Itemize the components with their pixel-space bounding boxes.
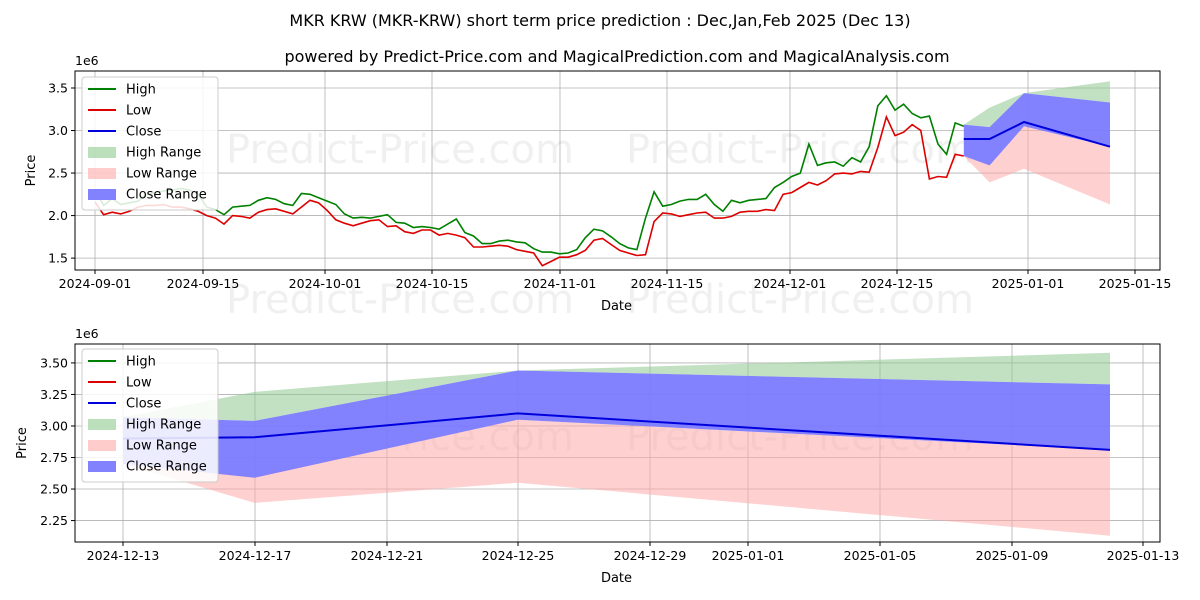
x-tick-label: 2024-12-13 bbox=[87, 548, 160, 563]
x-tick-label: 2025-01-13 bbox=[1107, 548, 1180, 563]
top-plot: Predict-Price.com Predict-Price.com Predic… bbox=[24, 53, 1171, 323]
legend: High Low Close High Range Low Range Close Ran… bbox=[81, 348, 219, 483]
close-line bbox=[963, 120, 1111, 148]
y-tick-label: 2.5 bbox=[48, 166, 68, 181]
x-tick-label: 2025-01-15 bbox=[1099, 276, 1172, 291]
y-tick-label: 3.5 bbox=[48, 81, 68, 96]
x-tick-label: 2024-12-29 bbox=[614, 548, 687, 563]
plot-frame bbox=[74, 343, 1161, 543]
x-axis-label: Date bbox=[601, 571, 632, 586]
bottom-plot: Predict-Price.comPredict-Price.com2024-1… bbox=[15, 326, 1179, 586]
x-tick-label: 2024-12-01 bbox=[754, 276, 827, 291]
legend: High Low Close High Range Low Range Close Ran… bbox=[81, 76, 219, 211]
legend-label: High Range bbox=[126, 146, 201, 161]
legend-label: Close Range bbox=[126, 188, 207, 203]
x-tick-label: 2025-01-01 bbox=[712, 548, 785, 563]
x-tick-label: 2024-12-17 bbox=[219, 548, 292, 563]
y-tick-label: 3.25 bbox=[40, 387, 68, 402]
x-tick-label: 2024-12-25 bbox=[482, 548, 555, 563]
x-tick-label: 2025-01-09 bbox=[976, 548, 1049, 563]
x-tick-label: 2025-01-01 bbox=[992, 276, 1065, 291]
x-tick-label: 2024-12-21 bbox=[351, 548, 424, 563]
x-tick-label: 2024-10-15 bbox=[396, 276, 469, 291]
x-tick-label: 2024-10-01 bbox=[289, 276, 362, 291]
watermark-text: Predict-Price.com bbox=[226, 127, 574, 173]
y-axis-label: Price bbox=[24, 155, 39, 187]
y-tick-label: 1.5 bbox=[48, 251, 68, 266]
y-axis-multiplier: 1e6 bbox=[75, 326, 99, 341]
watermark-text: Predict-Price.com bbox=[226, 277, 574, 323]
legend-label: High bbox=[126, 355, 156, 370]
close-range-legend-swatch bbox=[88, 189, 116, 200]
y-tick-label: 2.50 bbox=[40, 482, 68, 497]
legend-label: Low bbox=[126, 104, 152, 119]
high-range-legend-swatch bbox=[88, 147, 116, 158]
y-tick-label: 3.50 bbox=[40, 355, 68, 370]
close-range-band bbox=[123, 370, 1110, 478]
y-tick-label: 3.0 bbox=[48, 123, 68, 138]
low-line bbox=[94, 114, 964, 267]
x-tick-label: 2024-09-01 bbox=[59, 276, 132, 291]
y-axis-multiplier: 1e6 bbox=[75, 53, 99, 68]
y-tick-label: 3.00 bbox=[40, 418, 68, 433]
high-line bbox=[94, 94, 965, 255]
high-range-band bbox=[963, 81, 1110, 128]
y-axis-label: Price bbox=[15, 427, 30, 459]
legend-label: Close Range bbox=[126, 460, 207, 475]
y-tick-label: 2.75 bbox=[40, 450, 68, 465]
high-range-band bbox=[123, 352, 1110, 421]
x-tick-label: 2024-09-15 bbox=[167, 276, 240, 291]
y-tick-label: 2.25 bbox=[40, 513, 68, 528]
low-range-band bbox=[123, 419, 1110, 536]
x-tick-label: 2024-11-01 bbox=[524, 276, 597, 291]
legend-label: Low bbox=[126, 376, 152, 391]
close-range-legend-swatch bbox=[88, 461, 116, 472]
x-tick-label: 2025-01-05 bbox=[844, 548, 917, 563]
x-tick-label: 2024-12-15 bbox=[861, 276, 934, 291]
chart-title: MKR KRW (MKR-KRW) short term price predi… bbox=[289, 11, 910, 30]
watermark-text: Predict-Price.com bbox=[626, 277, 974, 323]
low-range-band bbox=[963, 126, 1110, 205]
y-tick-label: 2.0 bbox=[48, 208, 68, 223]
chart-subtitle: powered by Predict-Price.com and Magical… bbox=[284, 47, 949, 66]
low-range-legend-swatch bbox=[88, 168, 116, 179]
legend-label: High Range bbox=[126, 418, 201, 433]
legend-label: Close bbox=[126, 125, 161, 140]
x-tick-label: 2024-11-15 bbox=[631, 276, 704, 291]
legend-label: Low Range bbox=[126, 439, 197, 454]
plot-frame bbox=[74, 70, 1161, 271]
watermark-text: Predict-Price.com bbox=[626, 127, 974, 173]
legend-label: Close bbox=[126, 397, 161, 412]
legend-label: High bbox=[126, 83, 156, 98]
x-axis-label: Date bbox=[601, 299, 632, 314]
high-range-legend-swatch bbox=[88, 419, 116, 430]
close-range-band bbox=[963, 93, 1110, 166]
legend-label: Low Range bbox=[126, 167, 197, 182]
low-range-legend-swatch bbox=[88, 440, 116, 451]
